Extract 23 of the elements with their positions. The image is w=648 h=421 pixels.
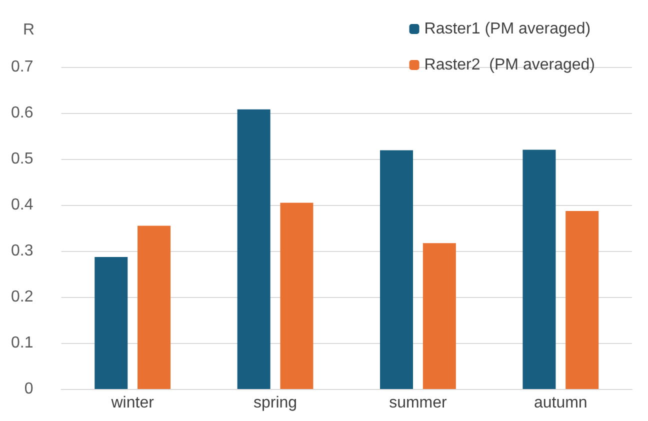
y-tick-label: 0.5 <box>10 150 34 168</box>
legend-label: Raster1 (PM averaged) <box>424 20 591 38</box>
bar <box>566 210 599 389</box>
y-tick-label: 0.6 <box>10 104 34 122</box>
bar <box>237 109 270 389</box>
bar <box>422 243 456 389</box>
x-tick-label: summer <box>389 394 448 412</box>
x-tick-label: spring <box>253 394 298 412</box>
y-axis-title: R <box>23 22 35 38</box>
legend-label: Raster2 (PM averaged) <box>424 56 595 74</box>
x-tick-label: autumn <box>534 394 588 412</box>
x-tick-label: winter <box>110 394 155 412</box>
bar <box>280 202 314 389</box>
y-tick-label: 0.4 <box>10 196 34 214</box>
bar <box>380 150 414 389</box>
y-tick-label: 0.7 <box>10 58 34 76</box>
y-tick-label: 0 <box>24 380 34 398</box>
y-tick-label: 0.2 <box>10 288 34 306</box>
y-tick-label: 0.3 <box>10 242 34 260</box>
y-tick-label: 0.1 <box>10 334 34 352</box>
bar <box>522 150 556 389</box>
bar <box>94 256 128 389</box>
bar <box>138 226 171 389</box>
